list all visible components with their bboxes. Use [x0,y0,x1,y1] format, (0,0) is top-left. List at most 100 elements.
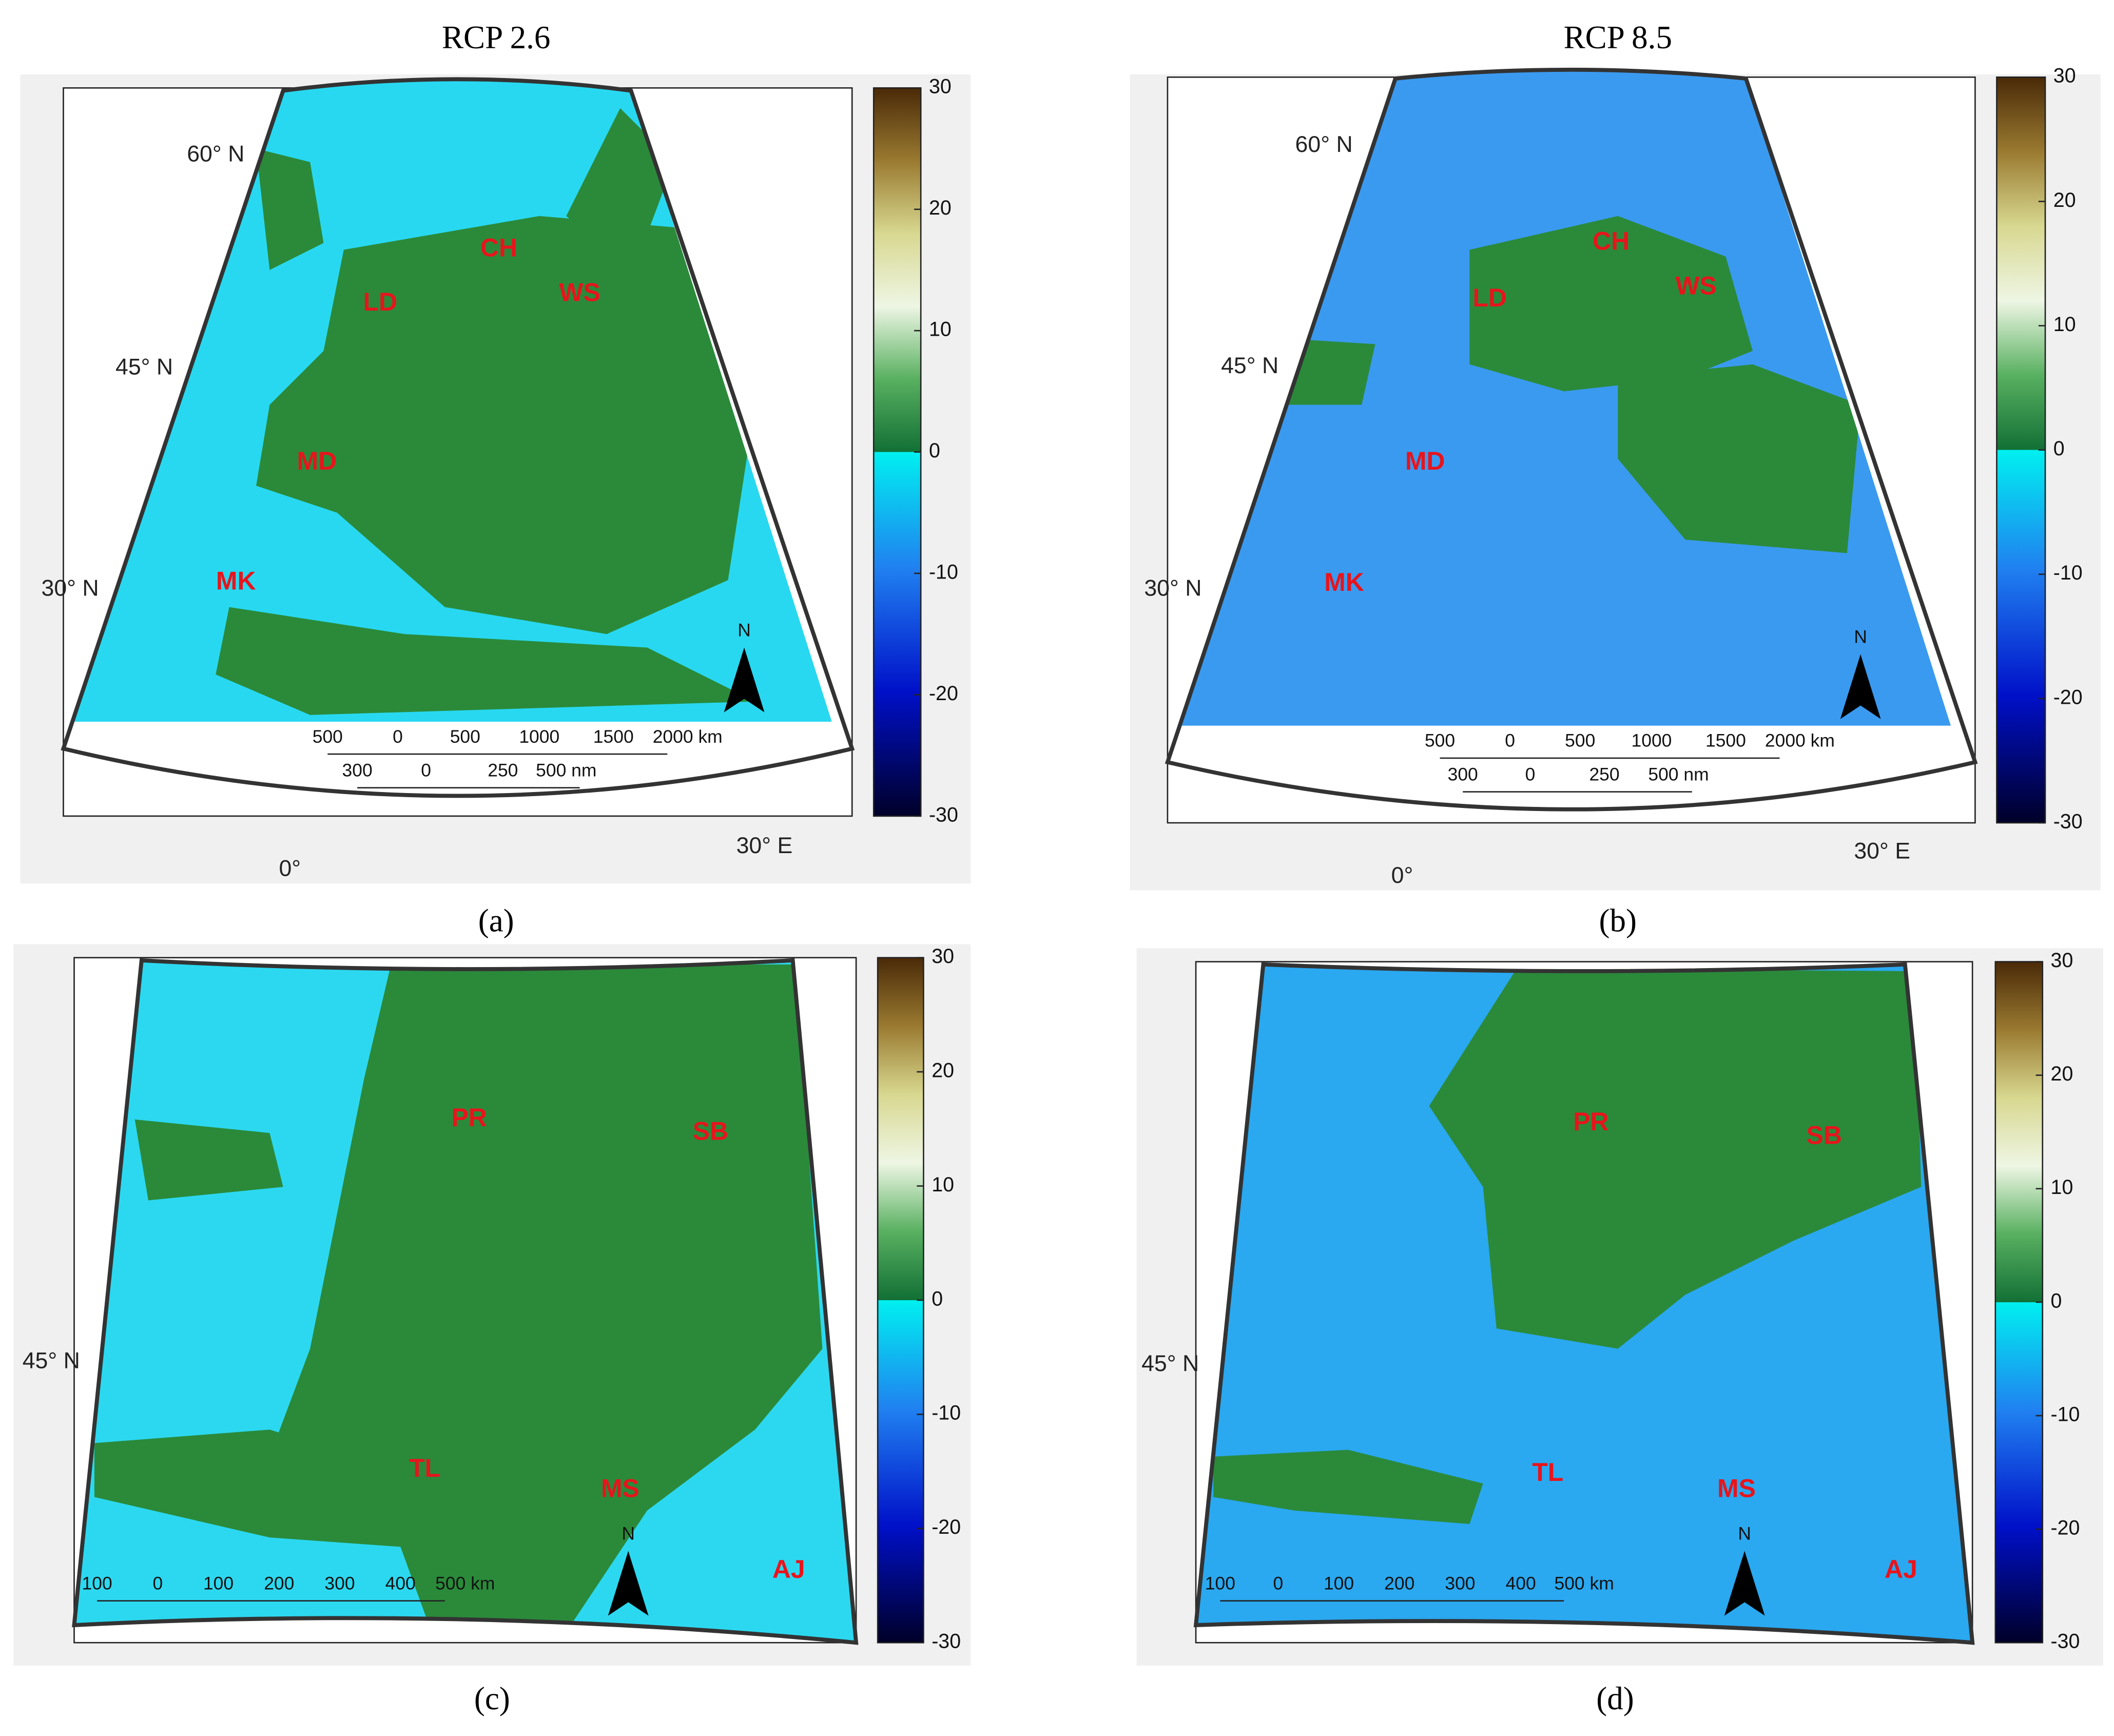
north-label: N [622,1523,635,1544]
colorbar-tick-label: -10 [929,561,958,583]
longitude-label: 0° [1391,863,1413,888]
scale-km-label: 1000 [519,726,559,747]
scale-km-label: 500 [450,726,480,747]
scale-nm-label: 500 nm [1648,764,1709,784]
colorbar-tick-label: 30 [2053,65,2076,87]
scale-km-label: 500 km [435,1573,495,1594]
colorbar-tick-label: 20 [2053,189,2076,211]
panel-caption: (c) [474,1681,510,1716]
map-border [72,958,859,1645]
panel: RCP 8.5 (b) CH LD WS MD MK 60° N 45° N 30° N 0° 30°… [1130,20,2101,938]
latitude-label: 45° N [23,1348,80,1374]
panel-title: RCP 8.5 [1564,20,1672,55]
scale-nm-label: 0 [421,760,431,781]
colorbar-tick-label: -20 [929,682,958,705]
scale-km-label: 0 [393,726,403,747]
panel-caption: (b) [1599,902,1637,938]
colorbar [872,87,922,817]
region-label: PR [1573,1107,1608,1136]
scale-km-label: 2000 km [653,726,723,747]
region-label: SB [693,1116,728,1145]
scale-km-label: 0 [152,1573,163,1594]
north-arrow [724,647,765,712]
colorbar-tick-label: -20 [2051,1516,2080,1539]
scale-km-label: 100 [82,1573,112,1594]
colorbar-tick-label: 10 [929,318,952,341]
land-area [94,1430,459,1551]
map [74,79,832,722]
longitude-label: 30° E [1854,839,1910,864]
scale-km-label: 0 [1273,1573,1283,1594]
map [1196,964,1973,1643]
scale-nm-label: 250 [1589,764,1619,784]
map-border [1165,67,1978,812]
colorbar [1994,961,2044,1644]
colorbar-tick-label: -30 [2053,810,2083,833]
latitude-label: 45° N [1141,1351,1199,1376]
region-label: LD [1472,283,1507,312]
latitude-label: 45° N [115,355,173,380]
scale-km-label: 2000 km [1765,730,1835,751]
land-area [1469,216,1753,392]
panel-caption: (d) [1596,1681,1634,1716]
colorbar-tick-label: 0 [2051,1289,2062,1312]
latitude-label: 45° N [1221,353,1278,378]
colorbar-tick-label: 20 [929,197,952,219]
north-arrow [608,1551,649,1616]
scale-nm-label: 300 [342,760,373,781]
scale-nm-label: 250 [488,760,518,781]
land-area [134,1119,283,1201]
scale-km-label: 100 [1324,1573,1354,1594]
north-label: N [738,620,751,640]
latitude-label: 30° N [42,575,99,601]
region-label: LD [363,287,398,316]
latitude-label: 60° N [187,141,244,166]
scale-km-label: 400 [1506,1573,1536,1594]
latitude-label: 30° N [1144,575,1201,601]
panel: RCP 2.6 (a) CH LD WS MD MK 60° N 45° N 30° N 0° 30°… [20,20,971,938]
scale-km-label: 500 [313,726,343,747]
land-area [256,148,324,270]
colorbar-tick-label: -20 [932,1516,961,1538]
colorbar-tick-label: -30 [929,803,958,826]
land-area [216,607,755,715]
colorbar-tick-label: 30 [2051,949,2073,972]
region-label: AJ [772,1555,805,1584]
colorbar-tick-label: 0 [932,1287,943,1310]
region-label: MD [297,447,337,475]
colorbar-tick-label: -30 [932,1630,961,1653]
colorbar-tick-label: 20 [2051,1063,2073,1085]
region-label: MK [216,567,256,595]
colorbar-tick-label: -10 [2053,562,2083,584]
region-label: MD [1405,447,1445,475]
region-label: WS [1675,271,1716,300]
panel-caption: (a) [478,902,514,938]
colorbar-tick-label: -10 [2051,1403,2080,1425]
colorbar-tick-label: 0 [929,439,940,462]
north-label: N [1738,1523,1751,1544]
north-arrow [1840,654,1881,719]
north-label: N [1854,626,1867,647]
colorbar-tick-label: 10 [2051,1176,2073,1199]
scale-nm-label: 0 [1525,764,1536,784]
region-label: TL [409,1454,440,1482]
land-area [256,216,755,634]
colorbar-tick-label: -30 [2051,1630,2080,1653]
region-label: MK [1324,568,1364,596]
colorbar-tick-label: 10 [2053,313,2076,336]
map [74,960,857,1643]
region-label: CH [1593,227,1630,256]
scale-km-label: 0 [1505,730,1515,751]
scale-km-label: 500 [1565,730,1595,751]
map-border [61,77,855,798]
panel-title: RCP 2.6 [442,20,550,55]
scale-km-label: 500 km [1554,1573,1614,1594]
colorbar-tick-label: -10 [932,1402,961,1424]
scale-km-label: 1500 [1705,730,1746,751]
colorbar-tick-label: 0 [2053,437,2065,460]
land-area [269,964,823,1632]
region-label: MS [1717,1474,1756,1503]
region-label: SB [1807,1121,1842,1149]
